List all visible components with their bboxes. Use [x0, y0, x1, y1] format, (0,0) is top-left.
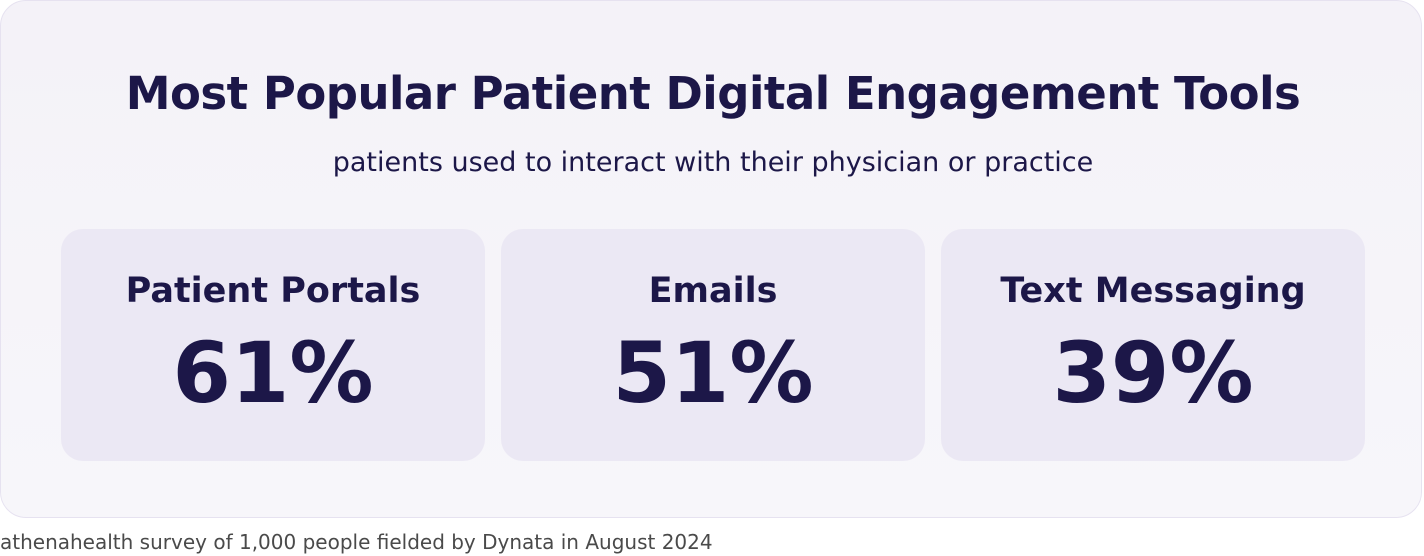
stat-tile-text-messaging: Text Messaging 39% — [941, 229, 1365, 461]
stat-label: Emails — [648, 271, 778, 311]
stat-value: 39% — [1052, 324, 1254, 422]
stat-tile-emails: Emails 51% — [501, 229, 925, 461]
page-subtitle: patients used to interact with their phy… — [332, 147, 1094, 178]
stat-label: Patient Portals — [125, 271, 421, 311]
stat-value: 61% — [172, 324, 374, 422]
source-footnote: athenahealth survey of 1,000 people fiel… — [0, 530, 713, 554]
stat-value: 51% — [612, 324, 814, 422]
stat-tile-patient-portals: Patient Portals 61% — [61, 229, 485, 461]
infographic-card: Most Popular Patient Digital Engagement … — [0, 0, 1422, 518]
stat-label: Text Messaging — [1000, 271, 1306, 311]
page-title: Most Popular Patient Digital Engagement … — [125, 67, 1301, 120]
